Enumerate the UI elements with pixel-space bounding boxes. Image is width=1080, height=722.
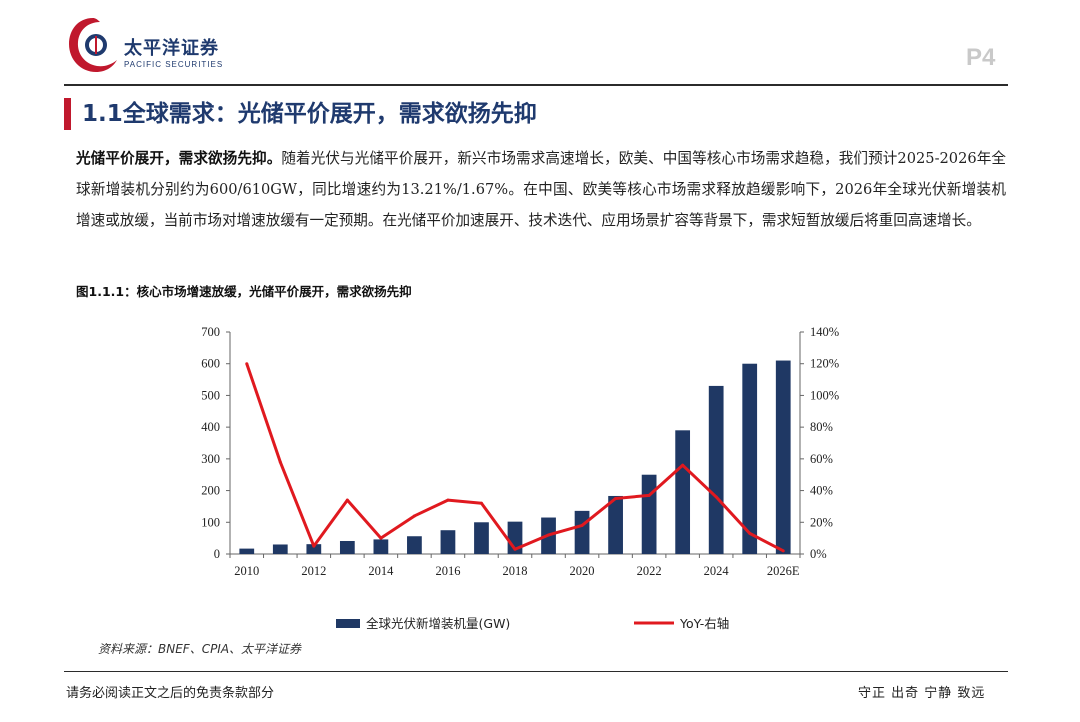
y-left-tick-label: 300 — [201, 452, 220, 466]
chart-yoy-line — [245, 362, 785, 553]
yoy-point — [412, 514, 416, 518]
x-tick-label: 2016 — [435, 564, 460, 578]
legend-bar-swatch — [336, 619, 360, 628]
bar — [574, 510, 590, 554]
yoy-point — [513, 547, 517, 551]
logo-chinese-name: 太平洋证券 — [124, 38, 219, 59]
y-right-tick-label: 80% — [810, 420, 833, 434]
bar — [708, 385, 724, 554]
yoy-point — [312, 544, 316, 548]
yoy-point — [647, 493, 651, 497]
y-left-tick-label: 400 — [201, 420, 220, 434]
paragraph-lead: 光储平价展开，需求欲扬先抑。 — [76, 150, 282, 167]
yoy-point — [580, 523, 584, 527]
y-left-tick-label: 500 — [201, 388, 220, 402]
bar — [239, 548, 255, 554]
yoy-point — [781, 549, 785, 553]
figure-caption: 图1.1.1：核心市场增速放缓，光储平价展开，需求欲扬先抑 — [76, 284, 412, 299]
bar — [272, 544, 288, 554]
footer-divider — [64, 671, 1008, 672]
x-tick-label: 2022 — [637, 564, 662, 578]
bar — [775, 360, 791, 554]
pacific-logo-icon — [69, 18, 117, 72]
chart-ticks: 0 100 200 300 400 500 600 700 0% 20% 40% 60% 80% 100%… — [201, 325, 839, 578]
chart-bars — [239, 360, 791, 554]
x-tick-label: 2018 — [503, 564, 528, 578]
yoy-point — [547, 533, 551, 537]
legend-bar-label: 全球光伏新增装机量(GW) — [366, 616, 510, 631]
x-tick-label: 2020 — [570, 564, 595, 578]
pv-installation-chart: 0 100 200 300 400 500 600 700 0% 20% 40% 60% 80% 100%… — [201, 325, 839, 631]
bar — [373, 539, 389, 554]
yoy-point — [245, 362, 249, 366]
y-right-tick-label: 120% — [810, 357, 839, 371]
yoy-point — [379, 536, 383, 540]
title-accent-bar — [64, 98, 71, 130]
y-right-tick-label: 20% — [810, 515, 833, 529]
bar — [641, 474, 657, 554]
x-tick-label: 2026E — [767, 564, 800, 578]
yoy-point — [748, 531, 752, 535]
bar — [339, 540, 355, 554]
yoy-point — [345, 498, 349, 502]
x-tick-label: 2010 — [234, 564, 259, 578]
page-number: P4 — [966, 44, 996, 71]
yoy-point — [714, 495, 718, 499]
y-right-tick-label: 60% — [810, 452, 833, 466]
bar — [407, 536, 422, 554]
yoy-point — [278, 460, 282, 464]
bar — [306, 544, 322, 554]
bar — [742, 363, 758, 554]
y-right-tick-label: 40% — [810, 484, 833, 498]
paragraph-text: 随着光伏与光储平价展开，新兴市场需求高速增长，欧美、中国等核心市场需求趋稳，我们… — [76, 150, 1006, 229]
company-logo: 太平洋证券 PACIFIC SECURITIES — [66, 14, 226, 76]
yoy-point — [479, 501, 483, 505]
x-tick-label: 2014 — [368, 564, 394, 578]
y-right-tick-label: 140% — [810, 325, 839, 339]
section-title: 1.1全球需求：光储平价展开，需求欲扬先抑 — [82, 101, 537, 127]
bar — [675, 430, 691, 554]
y-left-tick-label: 200 — [201, 484, 220, 498]
y-right-tick-label: 0% — [810, 547, 827, 561]
x-tick-label: 2024 — [704, 564, 730, 578]
y-left-tick-label: 600 — [201, 357, 220, 371]
header-divider — [64, 84, 1008, 86]
logo-english-name: PACIFIC SECURITIES — [124, 60, 224, 69]
body-paragraph: 光储平价展开，需求欲扬先抑。随着光伏与光储平价展开，新兴市场需求高速增长，欧美、… — [76, 143, 1006, 236]
yoy-point — [681, 463, 685, 467]
x-tick-label: 2012 — [301, 564, 326, 578]
y-left-tick-label: 0 — [214, 547, 220, 561]
y-right-tick-label: 100% — [810, 388, 839, 402]
legend-line-label: YoY-右轴 — [679, 616, 729, 631]
yoy-point — [614, 497, 618, 500]
y-left-tick-label: 700 — [201, 325, 220, 339]
figure-source: 资料来源：BNEF、CPIA、太平洋证券 — [98, 642, 302, 656]
y-left-tick-label: 100 — [201, 515, 220, 529]
company-motto: 守正 出奇 宁静 致远 — [858, 686, 986, 701]
bar — [440, 530, 456, 554]
bar — [608, 495, 623, 554]
disclaimer-note: 请务必阅读正文之后的免责条款部分 — [66, 686, 275, 701]
yoy-point — [446, 498, 450, 502]
chart-legend: 全球光伏新增装机量(GW) YoY-右轴 — [336, 616, 729, 631]
bar — [474, 522, 489, 554]
